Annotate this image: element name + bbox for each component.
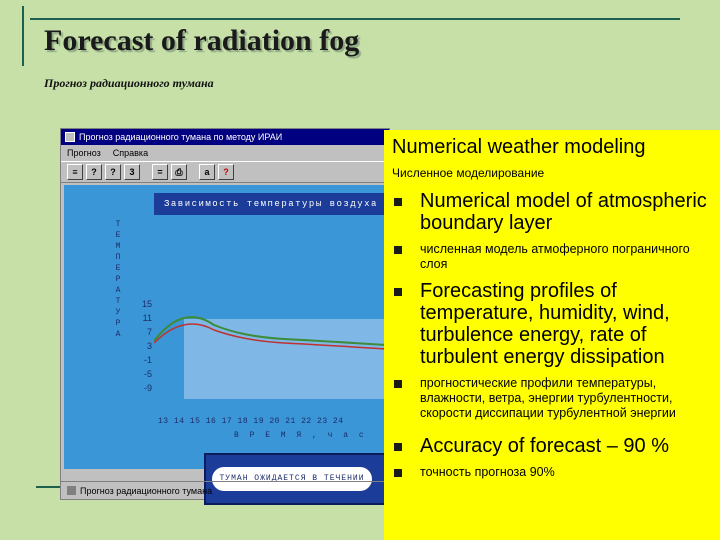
y-tick-label: -9 bbox=[143, 383, 152, 393]
menu-item-forecast[interactable]: Прогноз bbox=[67, 148, 101, 158]
y-axis-vertical-char: Р bbox=[115, 319, 121, 328]
x-axis-label: В Р Е М Я , ч а с bbox=[234, 431, 367, 440]
status-icon bbox=[67, 486, 76, 495]
app-titlebar: Прогноз радиационного тумана по методу И… bbox=[61, 129, 389, 145]
toolbar-question-button[interactable]: ? bbox=[218, 164, 234, 180]
decor-bottom-line bbox=[36, 486, 66, 488]
title-decor-horizontal-line bbox=[30, 18, 680, 20]
y-axis-vertical-char: М bbox=[115, 242, 121, 251]
slide-title: Forecast of radiation fog bbox=[44, 24, 360, 57]
bullet-text: Forecasting profiles of temperature, hum… bbox=[420, 280, 670, 368]
y-axis-vertical-char: П bbox=[115, 253, 121, 262]
square-bullet-icon bbox=[394, 288, 402, 296]
chart-header: Зависимость температуры воздуха и точки … bbox=[154, 193, 394, 215]
chart-area: Зависимость температуры воздуха и точки … bbox=[64, 185, 404, 505]
bullet-item: Accuracy of forecast – 90 % bbox=[384, 435, 720, 457]
bullet-text: численная модель атмоферного пограничног… bbox=[420, 242, 690, 271]
bullet-text: Numerical model of atmospheric boundary … bbox=[420, 190, 707, 234]
app-toolbar: ≡ ? ? 3 = ⎙ a ? bbox=[61, 161, 389, 183]
y-axis-vertical-char: Е bbox=[115, 231, 121, 240]
statusbar-text: Прогноз радиационного тумана bbox=[80, 485, 213, 496]
toolbar-help-button-1[interactable]: ? bbox=[86, 164, 102, 180]
panel-heading: Numerical weather modeling bbox=[392, 136, 646, 158]
y-axis-vertical-char: Р bbox=[115, 275, 121, 284]
toolbar-help-button-2[interactable]: ? bbox=[105, 164, 121, 180]
y-tick-label: -1 bbox=[143, 355, 152, 365]
slide-subtitle: Прогноз радиационного тумана bbox=[44, 76, 214, 90]
square-bullet-icon bbox=[394, 443, 402, 451]
app-window-icon bbox=[65, 132, 75, 142]
printer-icon: ⎙ bbox=[175, 167, 183, 177]
title-decor-vertical-line bbox=[22, 6, 24, 66]
app-statusbar: Прогноз радиационного тумана bbox=[61, 481, 389, 499]
dewpoint-curve bbox=[154, 323, 386, 350]
y-axis-vertical-char: Т bbox=[115, 220, 121, 229]
y-axis-vertical-char: А bbox=[115, 330, 121, 339]
panel-subheading: Численное моделирование bbox=[392, 166, 545, 180]
y-axis-vertical-char: Е bbox=[115, 264, 121, 273]
square-bullet-icon bbox=[394, 469, 402, 477]
info-icon: a bbox=[204, 167, 210, 177]
bullet-text: Accuracy of forecast – 90 % bbox=[420, 435, 670, 457]
y-tick-label: 15 bbox=[141, 299, 152, 309]
toolbar-print-button[interactable]: ⎙ bbox=[171, 164, 187, 180]
list-icon: ≡ bbox=[72, 167, 78, 177]
toolbar-list-button[interactable]: ≡ bbox=[67, 164, 83, 180]
y-axis-vertical-char: А bbox=[115, 286, 121, 295]
y-tick-label: 11 bbox=[142, 313, 152, 323]
y-tick-label: 3 bbox=[146, 341, 152, 351]
app-window-title: Прогноз радиационного тумана по методу И… bbox=[79, 132, 283, 142]
bullet-item: Numerical model of atmospheric boundary … bbox=[384, 190, 720, 234]
forecast-result-banner: ТУМАН ОЖИДАЕТСЯ В ТЕЧЕНИИ bbox=[204, 453, 404, 505]
bullet-item: точность прогноза 90% bbox=[384, 465, 720, 480]
temperature-curve bbox=[154, 316, 386, 346]
bullet-text: прогностические профили температуры, вла… bbox=[420, 376, 676, 420]
y-axis-vertical-char: Т bbox=[115, 297, 121, 306]
toolbar-document-button[interactable]: = bbox=[152, 164, 168, 180]
menu-item-help[interactable]: Справка bbox=[112, 148, 149, 158]
temperature-chart bbox=[154, 316, 386, 399]
y-axis-ticks: 15 11 7 3 -1 -5 -9 bbox=[130, 297, 152, 395]
bullet-list: Numerical model of atmospheric boundary … bbox=[384, 190, 720, 488]
info-panel: Numerical weather modeling Численное мод… bbox=[384, 130, 720, 540]
y-tick-label: -5 bbox=[143, 369, 152, 379]
bullet-item: Forecasting profiles of temperature, hum… bbox=[384, 280, 720, 368]
toolbar-three-button[interactable]: 3 bbox=[124, 164, 140, 180]
toolbar-info-button[interactable]: a bbox=[199, 164, 215, 180]
dotted-region bbox=[184, 319, 386, 399]
bullet-text: точность прогноза 90% bbox=[420, 465, 555, 479]
forecast-app-window: Прогноз радиационного тумана по методу И… bbox=[60, 128, 404, 505]
y-tick-label: 7 bbox=[146, 327, 152, 337]
square-bullet-icon bbox=[394, 198, 402, 206]
app-menubar: Прогноз Справка bbox=[61, 145, 389, 161]
square-bullet-icon bbox=[394, 246, 402, 254]
square-bullet-icon bbox=[394, 380, 402, 388]
x-axis-ticks: 13 14 15 16 17 18 19 20 21 22 23 24 bbox=[158, 417, 344, 426]
bullet-item: численная модель атмоферного пограничног… bbox=[384, 242, 720, 272]
y-axis-vertical-char: У bbox=[115, 308, 121, 317]
bullet-item: прогностические профили температуры, вла… bbox=[384, 376, 720, 421]
forecast-result-pill: ТУМАН ОЖИДАЕТСЯ В ТЕЧЕНИИ bbox=[212, 467, 372, 491]
